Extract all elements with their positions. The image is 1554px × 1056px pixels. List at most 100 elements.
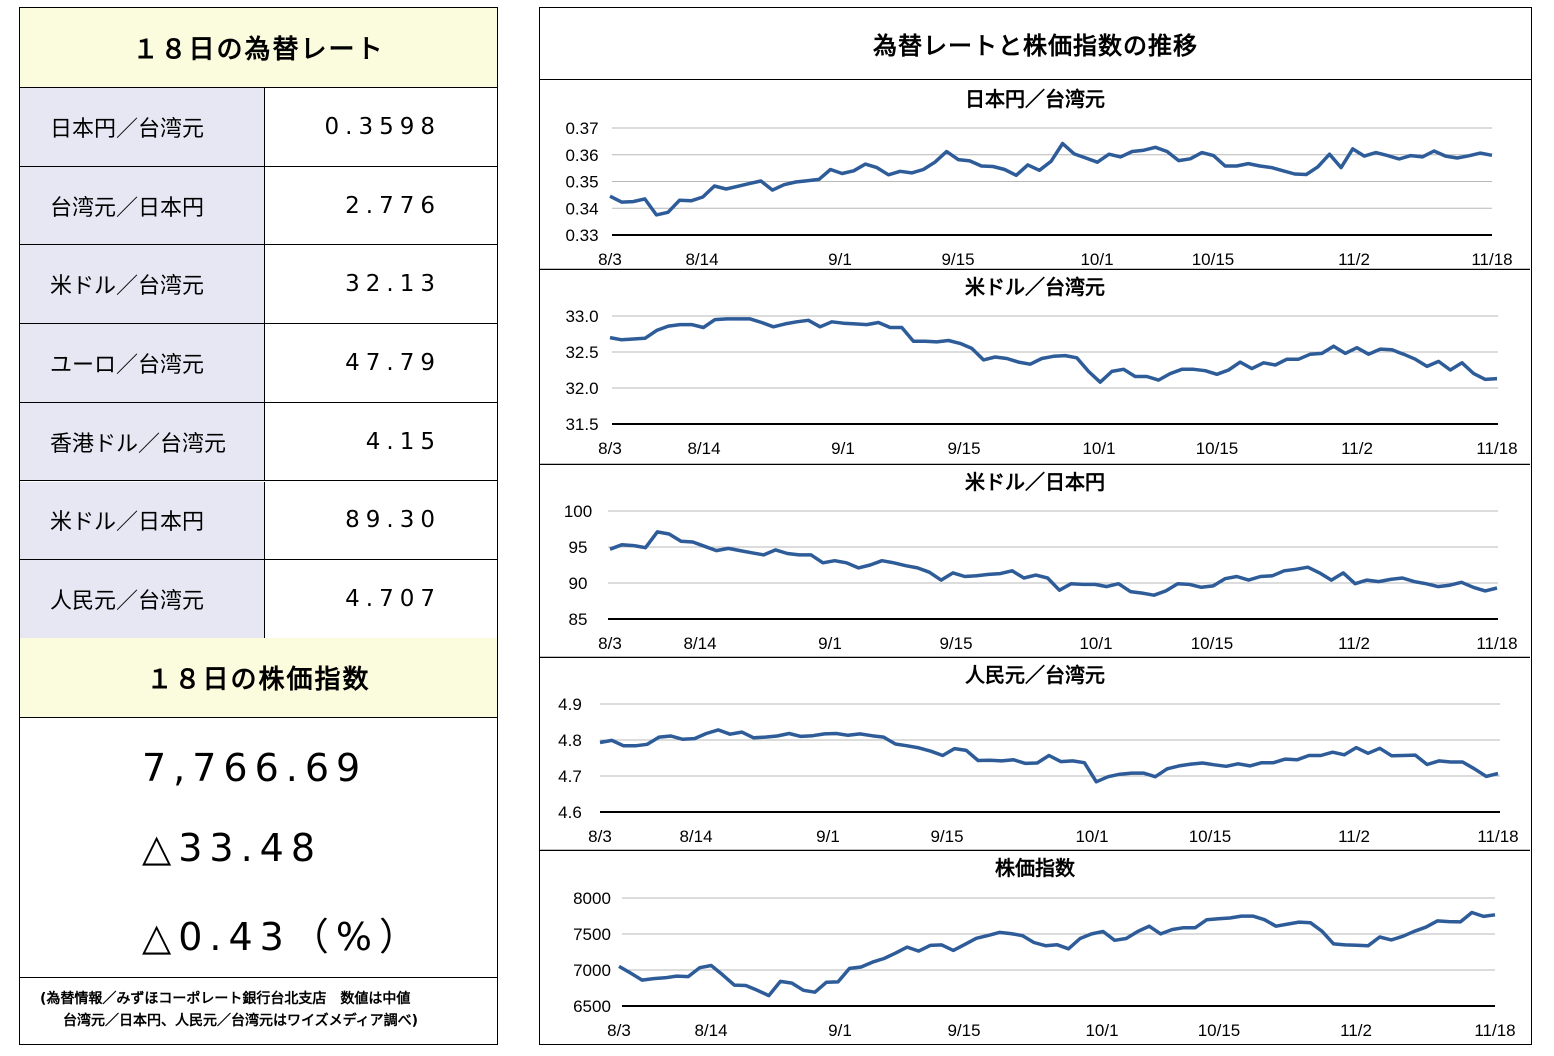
x-tick-label: 10/15 (1192, 250, 1235, 269)
chart-title: 米ドル／台湾元 (965, 275, 1105, 299)
rate-value: 2.776 (345, 192, 441, 219)
source-note-line1: (為替情報／みずほコーポレート銀行台北支店 数値は中値 (40, 991, 411, 1007)
x-tick-label: 10/1 (1085, 1021, 1118, 1040)
x-tick-label: 8/14 (685, 250, 718, 269)
stock-change-pct: △0.43（%） (142, 915, 424, 959)
x-tick-label: 11/2 (1340, 1021, 1372, 1040)
x-tick-label: 11/2 (1341, 439, 1373, 458)
x-tick-label: 11/2 (1338, 827, 1370, 846)
x-tick-label: 9/15 (947, 439, 980, 458)
right-panel: 為替レートと株価指数の推移 日本円／台湾元 0.37 0.36 0.35 0.34 0.3… (539, 7, 1532, 1045)
rate-row: 香港ドル／台湾元 4.15 (20, 402, 497, 482)
chart-3: 人民元／台湾元 4.9 4.8 4.7 4.6 8/3 8/14 9/1 9/15 10/1 10/… (540, 663, 1530, 851)
source-note-line2: 台湾元／日本円、人民元／台湾元はワイズメディア調べ) (63, 1013, 418, 1029)
rate-row: ユーロ／台湾元 47.79 (20, 324, 497, 403)
y-tick-label: 0.34 (565, 199, 598, 218)
y-tick-label: 90 (569, 574, 588, 593)
chart-2: 米ドル／日本円 100 95 90 85 8/3 8/14 9/1 9/15 10/1 10/15 1… (540, 470, 1530, 658)
rate-label: 米ドル／台湾元 (20, 245, 265, 324)
y-tick-label: 0.33 (565, 226, 598, 245)
y-tick-label: 0.35 (565, 173, 598, 192)
stock-box: 7,766.69 △33.48 △0.43（%） (20, 718, 497, 978)
chart-title: 米ドル／日本円 (965, 470, 1105, 494)
y-tick-label: 0.37 (565, 119, 598, 138)
x-tick-label: 11/2 (1338, 634, 1370, 653)
y-tick-label: 100 (564, 502, 592, 521)
series-line (609, 530, 1498, 597)
y-tick-label: 6500 (573, 997, 611, 1016)
series-line (609, 317, 1498, 384)
y-tick-label: 4.7 (558, 767, 582, 786)
x-tick-label: 11/18 (1471, 250, 1512, 269)
y-tick-label: 4.6 (558, 803, 582, 822)
y-tick-label: 8000 (573, 889, 611, 908)
stock-header: １８日の株価指数 (20, 638, 497, 718)
y-tick-label: 31.5 (565, 415, 598, 434)
x-tick-label: 8/3 (598, 634, 622, 653)
x-tick-label: 10/15 (1189, 827, 1232, 846)
x-tick-label: 9/15 (939, 634, 972, 653)
chart-title: 日本円／台湾元 (965, 87, 1105, 111)
x-tick-label: 8/14 (683, 634, 716, 653)
x-tick-label: 11/18 (1477, 827, 1518, 846)
x-tick-label: 10/1 (1079, 634, 1112, 653)
rate-label: 米ドル／日本円 (20, 481, 265, 560)
series-line (609, 141, 1493, 217)
chart-title: 株価指数 (995, 856, 1076, 880)
rate-label: ユーロ／台湾元 (20, 324, 265, 402)
y-tick-label: 0.36 (565, 146, 598, 165)
x-tick-label: 8/3 (598, 250, 622, 269)
rate-value: 4.15 (365, 428, 441, 455)
x-tick-label: 10/1 (1080, 250, 1113, 269)
rate-label: 香港ドル／台湾元 (20, 402, 265, 481)
x-tick-label: 10/1 (1082, 439, 1115, 458)
rate-value: 4.707 (345, 586, 441, 613)
x-tick-label: 10/15 (1196, 439, 1239, 458)
rate-label: 日本円／台湾元 (20, 88, 265, 166)
rate-value: 32.13 (345, 271, 441, 298)
rate-row: 人民元／台湾元 4.707 (20, 560, 497, 639)
y-tick-label: 7500 (573, 925, 611, 944)
x-tick-label: 8/14 (687, 439, 720, 458)
x-tick-label: 9/15 (930, 827, 963, 846)
x-tick-label: 9/1 (828, 1021, 852, 1040)
stock-value: 7,766.69 (142, 746, 368, 790)
chart-title: 人民元／台湾元 (965, 663, 1105, 687)
y-tick-label: 85 (569, 610, 588, 629)
x-tick-label: 8/3 (588, 827, 612, 846)
y-tick-label: 32.5 (565, 343, 598, 362)
x-tick-label: 11/2 (1338, 250, 1370, 269)
x-tick-label: 8/14 (679, 827, 712, 846)
rate-row: 台湾元／日本円 2.776 (20, 166, 497, 246)
x-tick-label: 9/1 (828, 250, 852, 269)
y-tick-label: 32.0 (565, 379, 598, 398)
rate-header: １８日の為替レート (20, 8, 497, 88)
x-tick-label: 10/1 (1075, 827, 1108, 846)
x-tick-label: 10/15 (1198, 1021, 1241, 1040)
rate-value: 89.30 (345, 507, 441, 534)
series-line (599, 728, 1499, 784)
x-tick-label: 9/15 (941, 250, 974, 269)
x-tick-label: 11/18 (1476, 439, 1517, 458)
y-tick-label: 33.0 (565, 307, 598, 326)
source-note: (為替情報／みずほコーポレート銀行台北支店 数値は中値 台湾元／日本円、人民元／… (20, 980, 497, 1044)
x-tick-label: 8/3 (607, 1021, 631, 1040)
left-panel: １８日の為替レート 日本円／台湾元 0.3598 台湾元／日本円 2.776 米ドル／台… (19, 7, 498, 1045)
series-line (618, 910, 1496, 998)
rate-value: 47.79 (345, 349, 441, 376)
rate-row: 米ドル／日本円 89.30 (20, 481, 497, 561)
x-tick-label: 9/1 (818, 634, 842, 653)
x-tick-label: 8/14 (694, 1021, 727, 1040)
y-tick-label: 7000 (573, 961, 611, 980)
rate-row: 米ドル／台湾元 32.13 (20, 245, 497, 325)
chart-4: 株価指数 8000 7500 7000 6500 8/3 8/14 9/1 9/15 10/1 10… (573, 856, 1516, 1040)
chart-1: 米ドル／台湾元 33.0 32.5 32.0 31.58/3 8/14 9/1 9/15 10/… (540, 275, 1530, 465)
stock-change: △33.48 (142, 826, 323, 870)
x-tick-label: 9/15 (947, 1021, 980, 1040)
y-tick-label: 4.9 (558, 695, 582, 714)
charts-header: 為替レートと株価指数の推移 (540, 8, 1531, 80)
rate-value: 0.3598 (324, 113, 441, 140)
rate-row: 日本円／台湾元 0.3598 (20, 88, 497, 167)
x-tick-label: 11/18 (1474, 1021, 1515, 1040)
x-tick-label: 10/15 (1191, 634, 1234, 653)
